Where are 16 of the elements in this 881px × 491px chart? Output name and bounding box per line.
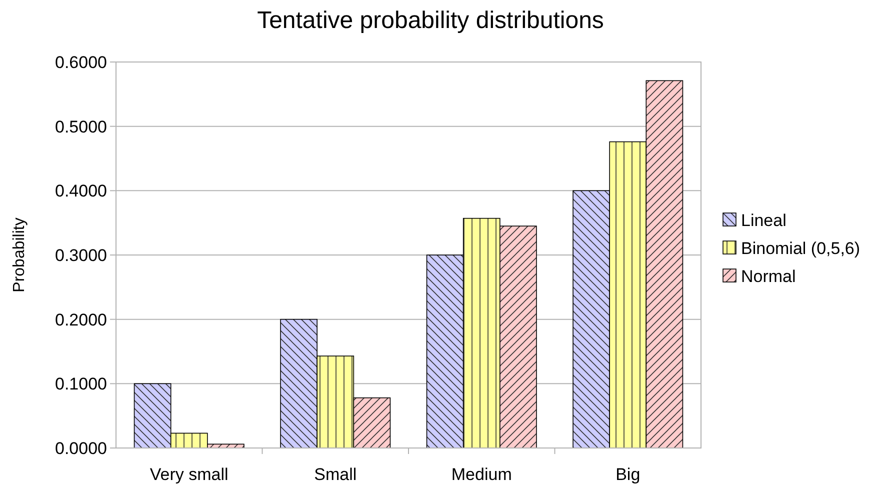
x-tick-label: Very small — [150, 465, 228, 484]
legend-label: Binomial (0,5,6) — [741, 238, 860, 258]
y-tick-label: 0.3000 — [55, 246, 107, 265]
y-tick-label: 0.2000 — [55, 310, 107, 330]
y-axis-title: Probability — [11, 218, 28, 292]
x-tick-label: Medium — [451, 465, 512, 484]
x-tick-label: Big — [616, 465, 640, 484]
legend-label: Normal — [741, 266, 796, 286]
legend-label: Lineal — [741, 210, 786, 230]
chart-title: Tentative probability distributions — [257, 7, 604, 34]
y-tick-label: 0.4000 — [55, 182, 107, 201]
y-tick-label: 0.1000 — [55, 374, 107, 394]
x-tick-label: Small — [314, 465, 357, 484]
y-tick-label: 0.0000 — [55, 438, 107, 458]
y-tick-label: 0.5000 — [55, 117, 107, 136]
y-tick-label: 0.6000 — [55, 52, 107, 72]
